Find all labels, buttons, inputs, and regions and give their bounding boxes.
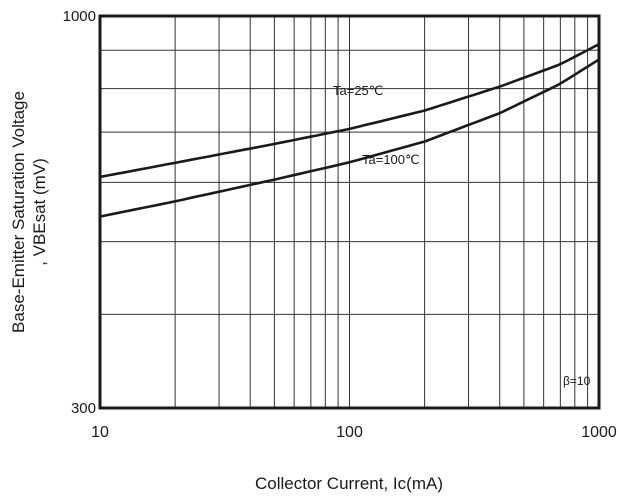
y-axis-label-line-1: Base-Emitter Saturation Voltage (9, 91, 28, 333)
grid (99, 15, 600, 409)
series-line-0 (99, 43, 600, 179)
plot-frame (98, 14, 601, 410)
y-tick-label: 300 (71, 400, 96, 417)
y-axis-label: Base-Emitter Saturation Voltage , VBEsat… (9, 91, 49, 333)
series-label-ta25: Ta=25℃ (333, 83, 383, 98)
x-tick-label: 10 (91, 424, 109, 441)
x-axis-label: Collector Current, Ic(mA) (255, 474, 443, 493)
x-tick-label: 1000 (581, 424, 617, 441)
beta-annotation: β=10 (563, 374, 591, 388)
series-label-ta100: Ta=100℃ (362, 152, 420, 167)
series-layer (99, 43, 600, 218)
x-tick-label: 100 (336, 424, 363, 441)
y-axis-label-line-2: , VBEsat (mV) (30, 158, 49, 266)
y-tick-label: 1000 (63, 8, 96, 25)
series-line-1 (99, 58, 600, 218)
tick-labels: 10 100 1000 300 1000 (63, 8, 617, 441)
